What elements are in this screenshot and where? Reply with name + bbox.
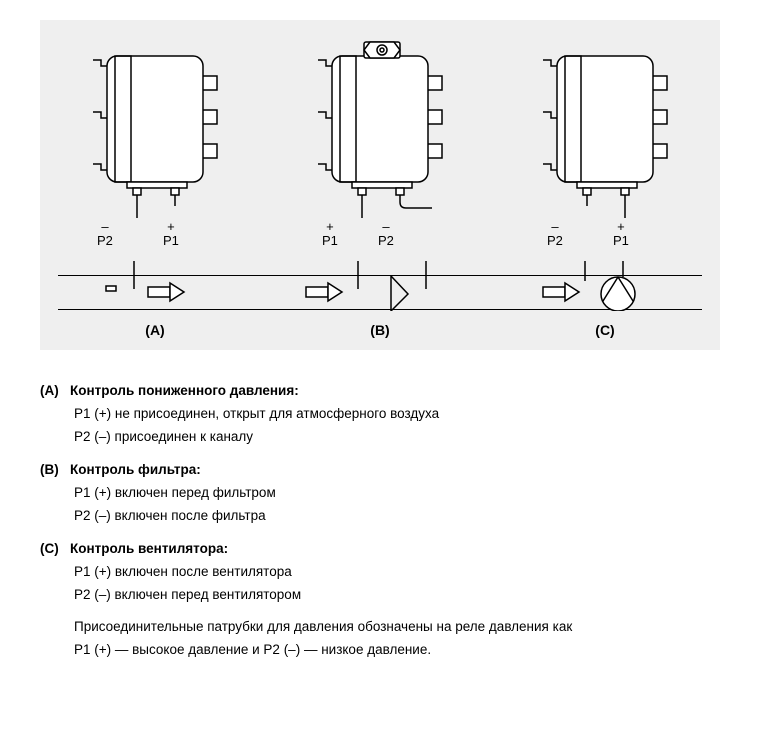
column-b: + P1 – P2 <box>280 38 480 260</box>
legend-c-line2: P2 (–) включен перед вентилятором <box>74 584 726 607</box>
legend-c-tag: (C) <box>40 538 70 561</box>
col-label-c: (C) <box>585 322 625 338</box>
legend-a-tag: (A) <box>40 380 70 403</box>
col-label-a: (A) <box>135 322 175 338</box>
sign-a-left: – <box>97 220 113 234</box>
legend-a-title: Контроль пониженного давления: <box>70 383 299 398</box>
sensor-device-a <box>75 38 235 218</box>
legend-footer-1: Присоединительные патрубки для давления … <box>74 616 726 639</box>
sign-b-right: – <box>378 220 394 234</box>
sign-b-left: + <box>322 220 338 234</box>
port-b-left: P1 <box>322 234 338 248</box>
legend-b-line2: P2 (–) включен после фильтра <box>74 505 726 528</box>
port-labels-b: + P1 – P2 <box>280 220 480 260</box>
legend-b-tag: (B) <box>40 459 70 482</box>
legend-b: (B)Контроль фильтра: P1 (+) включен пере… <box>40 459 726 528</box>
sign-a-right: + <box>163 220 179 234</box>
column-labels: (A) (B) (C) <box>40 322 720 342</box>
legend-b-title: Контроль фильтра: <box>70 462 201 477</box>
diagram-panel: – P2 + P1 <box>40 20 720 350</box>
port-labels-c: – P2 + P1 <box>505 220 705 260</box>
col-label-b: (B) <box>360 322 400 338</box>
port-c-left: P2 <box>547 234 563 248</box>
port-a-left: P2 <box>97 234 113 248</box>
legend-b-line1: P1 (+) включен перед фильтром <box>74 482 726 505</box>
sign-c-right: + <box>613 220 629 234</box>
legend-c-title: Контроль вентилятора: <box>70 541 228 556</box>
legend-a: (A)Контроль пониженного давления: P1 (+)… <box>40 380 726 449</box>
legend-footer-2: P1 (+) — высокое давление и P2 (–) — низ… <box>74 639 726 662</box>
column-c: – P2 + P1 <box>505 38 705 260</box>
port-labels-a: – P2 + P1 <box>55 220 255 260</box>
legend: (A)Контроль пониженного давления: P1 (+)… <box>40 380 726 662</box>
sign-c-left: – <box>547 220 563 234</box>
port-a-right: P1 <box>163 234 179 248</box>
duct-overlay <box>58 261 702 311</box>
port-c-right: P1 <box>613 234 629 248</box>
legend-c-line1: P1 (+) включен после вентилятора <box>74 561 726 584</box>
legend-footer: Присоединительные патрубки для давления … <box>74 616 726 662</box>
legend-a-line1: P1 (+) не присоединен, открыт для атмосф… <box>74 403 726 426</box>
column-a: – P2 + P1 <box>55 38 255 260</box>
duct <box>58 275 702 310</box>
legend-a-line2: P2 (–) присоединен к каналу <box>74 426 726 449</box>
sensor-device-b <box>300 38 460 218</box>
sensor-device-c <box>525 38 685 218</box>
port-b-right: P2 <box>378 234 394 248</box>
legend-c: (C)Контроль вентилятора: P1 (+) включен … <box>40 538 726 607</box>
